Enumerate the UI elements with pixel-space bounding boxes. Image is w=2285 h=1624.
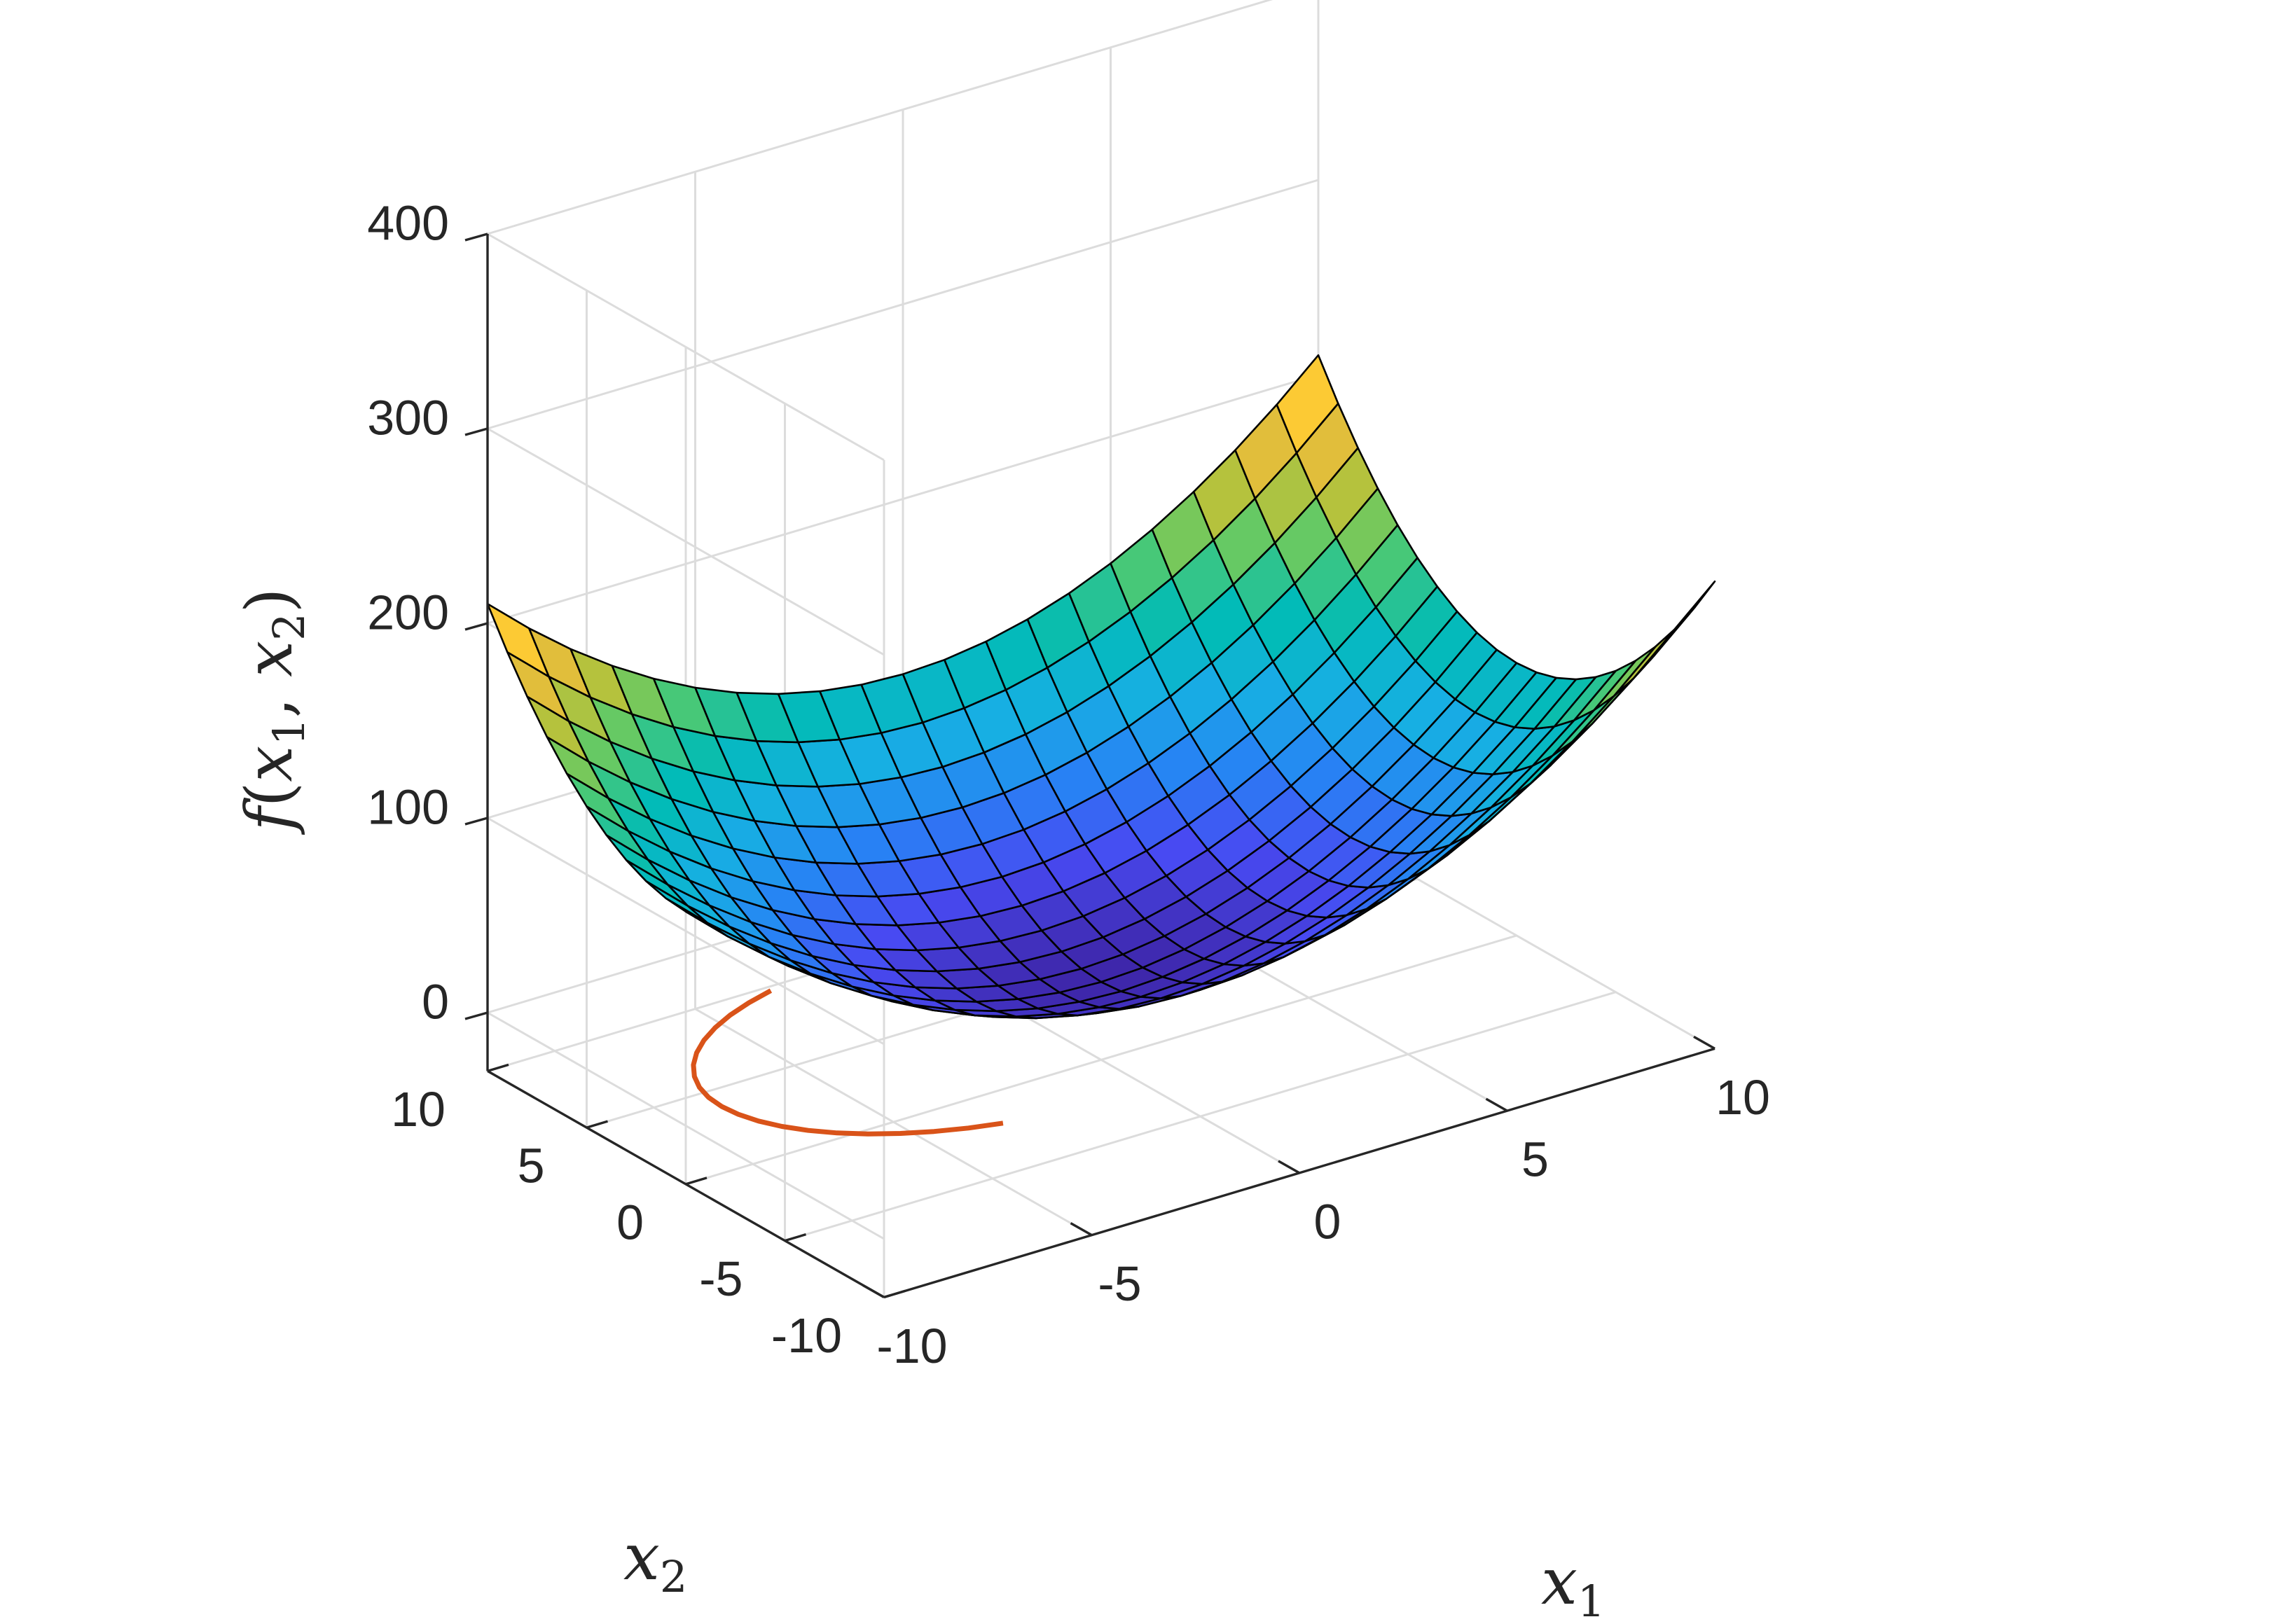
x2-tick <box>785 1233 806 1242</box>
z-tick <box>464 233 488 242</box>
x2-tick <box>883 1289 906 1299</box>
x1-tick <box>1070 1222 1093 1237</box>
grid-line <box>487 817 885 1046</box>
x1-tick-label: -10 <box>876 1319 947 1373</box>
grid-line <box>487 179 1319 430</box>
x1-tick <box>1278 1160 1300 1174</box>
x2-tick <box>685 1177 707 1186</box>
x1-tick-label: 10 <box>1716 1070 1770 1125</box>
x1-tick-label: 0 <box>1314 1194 1341 1249</box>
x2-tick-label: 10 <box>391 1082 446 1137</box>
constraint-curve-layer <box>691 988 1004 1137</box>
x1-tick <box>1485 1097 1508 1112</box>
x2-axis-title: x2 <box>623 1520 687 1602</box>
grid-line <box>685 934 1517 1186</box>
x2-tick-label: -5 <box>699 1251 743 1306</box>
z-tick <box>464 622 488 631</box>
x1-tick-label: 5 <box>1521 1132 1549 1187</box>
z-axis-title: f(x1, x2) <box>232 588 315 835</box>
z-tick-label: 0 <box>422 974 449 1029</box>
constraint-curve <box>691 988 1004 1137</box>
x1-tick <box>862 1284 885 1298</box>
z-tick-label: 400 <box>367 195 449 250</box>
x2-tick-label: 5 <box>518 1139 545 1193</box>
axes <box>464 233 1716 1299</box>
surface-face <box>1276 354 1339 454</box>
grid-line <box>487 427 885 656</box>
x2-tick <box>487 1063 509 1073</box>
x1-axis-title: x1 <box>1541 1544 1605 1624</box>
z-tick-label: 100 <box>367 779 449 834</box>
surface-mesh <box>486 354 1716 1020</box>
z-tick <box>464 1011 488 1020</box>
grid-line <box>487 0 1273 235</box>
z-tick-label: 300 <box>367 390 449 445</box>
x1-tick <box>1693 1035 1716 1050</box>
grid-line <box>785 991 1616 1242</box>
grid-line <box>487 373 1319 625</box>
z-tick <box>464 427 488 436</box>
z-tick <box>464 817 488 826</box>
x2-tick <box>586 1120 608 1129</box>
x1-tick-label: -5 <box>1098 1256 1141 1311</box>
x2-tick-label: 0 <box>616 1195 644 1249</box>
grid-line <box>487 233 885 461</box>
z-tick-label: 200 <box>367 585 449 639</box>
x2-tick-label: -10 <box>771 1308 842 1363</box>
